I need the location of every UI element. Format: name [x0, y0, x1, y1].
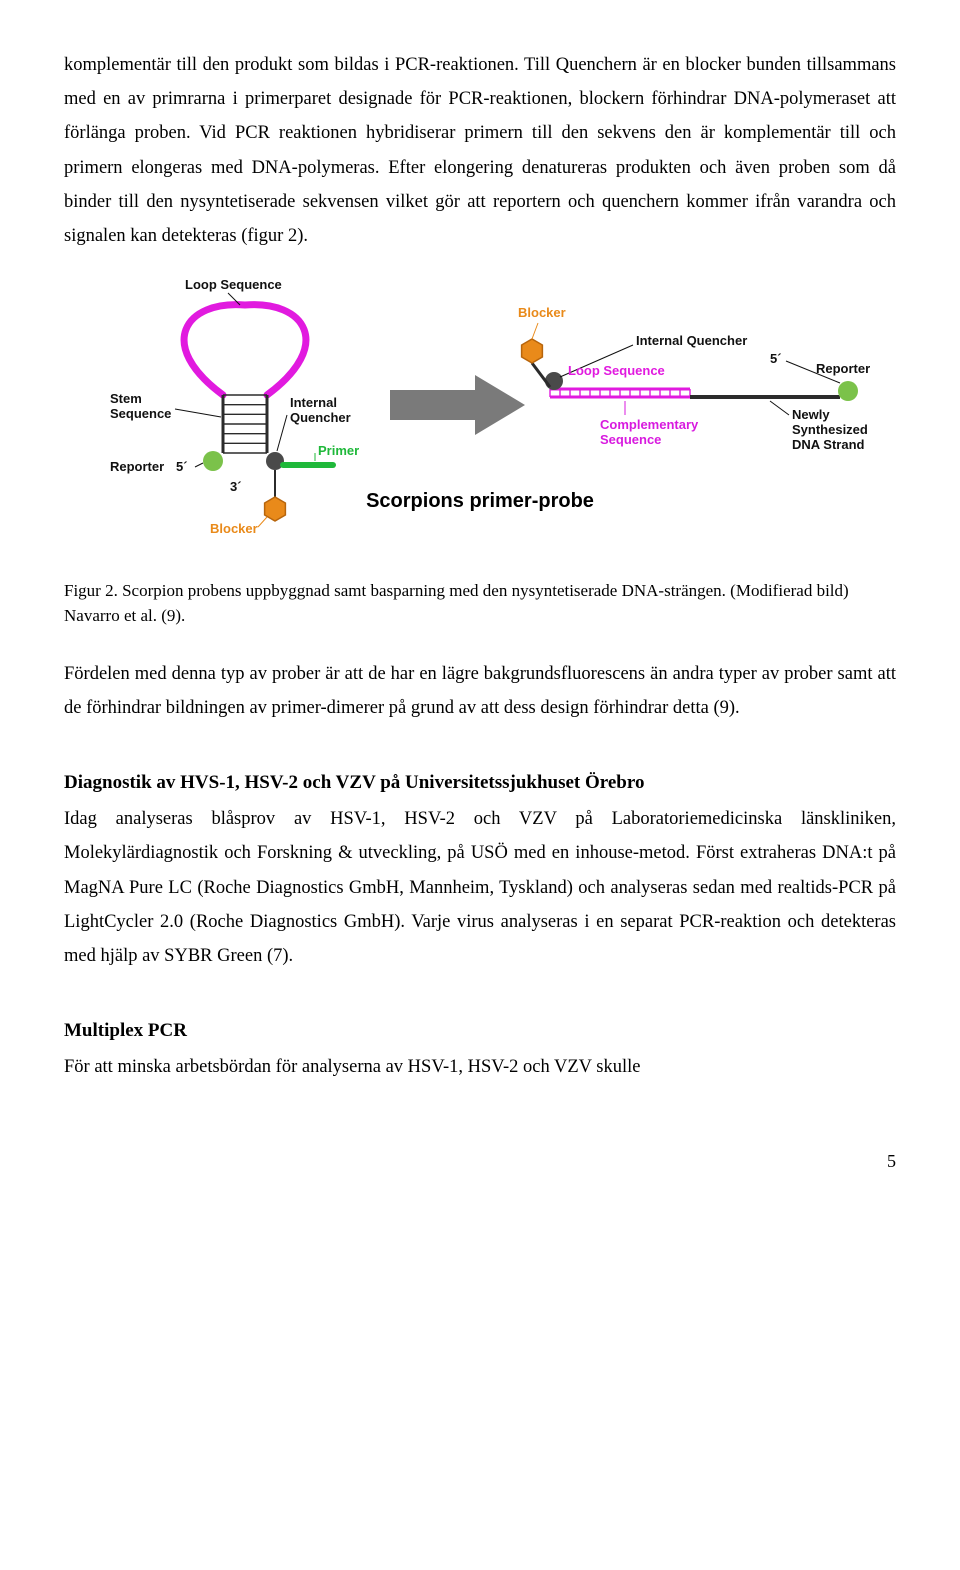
paragraph-1: komplementär till den produkt som bildas…: [64, 48, 896, 253]
svg-text:5´: 5´: [176, 459, 188, 474]
figure-2: Loop SequenceStemSequenceInternalQuenche…: [64, 275, 896, 555]
page-number: 5: [64, 1145, 896, 1178]
svg-text:Primer: Primer: [318, 443, 359, 458]
svg-text:Internal Quencher: Internal Quencher: [636, 333, 747, 348]
heading-multiplex: Multiplex PCR: [64, 1013, 896, 1048]
paragraph-2: Fördelen med denna typ av prober är att …: [64, 657, 896, 725]
svg-text:Blocker: Blocker: [518, 305, 566, 320]
svg-text:Reporter: Reporter: [110, 459, 164, 474]
figure-2-caption: Figur 2. Scorpion probens uppbyggnad sam…: [64, 579, 896, 628]
scorpion-diagram: Loop SequenceStemSequenceInternalQuenche…: [80, 275, 880, 555]
svg-text:Loop Sequence: Loop Sequence: [568, 363, 665, 378]
svg-text:Reporter: Reporter: [816, 361, 870, 376]
paragraph-4: För att minska arbetsbördan för analyser…: [64, 1050, 896, 1084]
svg-text:Scorpions primer-probe: Scorpions primer-probe: [366, 490, 594, 512]
svg-text:Blocker: Blocker: [210, 521, 258, 536]
heading-diagnostics: Diagnostik av HVS-1, HSV-2 och VZV på Un…: [64, 765, 896, 800]
svg-text:5´: 5´: [770, 351, 782, 366]
svg-text:3´: 3´: [230, 479, 242, 494]
paragraph-3: Idag analyseras blåsprov av HSV-1, HSV-2…: [64, 802, 896, 973]
svg-text:Loop Sequence: Loop Sequence: [185, 277, 282, 292]
